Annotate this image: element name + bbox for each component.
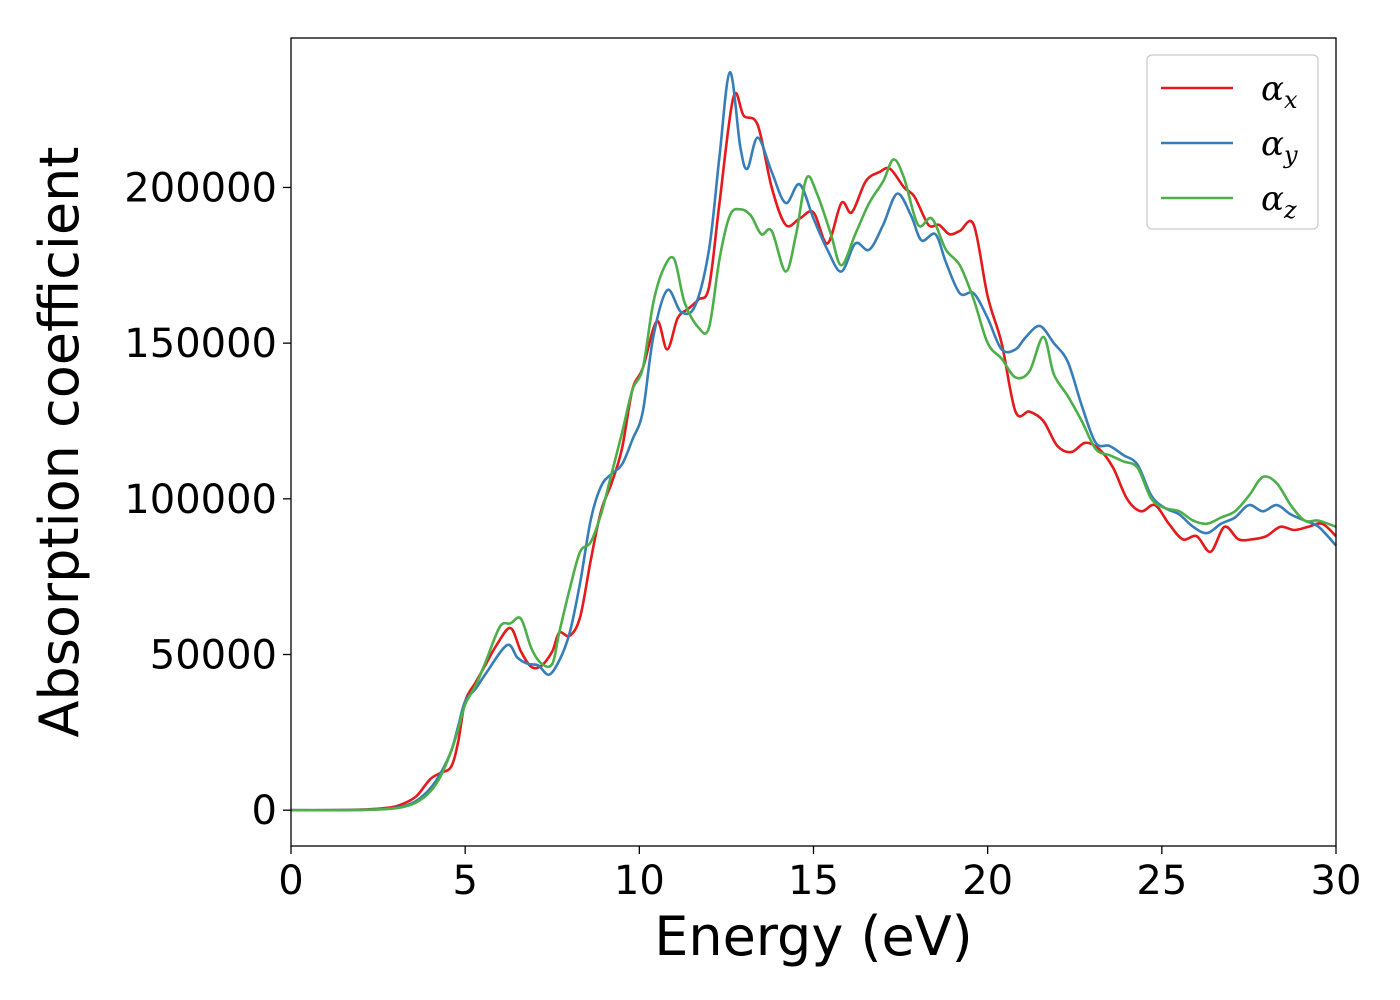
y-tick-label: 200000	[124, 165, 277, 211]
x-tick-label: 5	[452, 858, 477, 904]
x-tick-label: 20	[962, 858, 1013, 904]
y-tick-label: 0	[252, 788, 277, 834]
series-line-alpha-y	[291, 70, 1337, 812]
x-tick-label: 30	[1311, 858, 1362, 904]
y-tick-label: 150000	[124, 321, 277, 367]
x-tick-label: 15	[788, 858, 839, 904]
legend-label-alpha-y: αy	[1261, 124, 1298, 169]
legend-label-alpha-x: αx	[1261, 69, 1298, 114]
series-line-alpha-z	[291, 158, 1337, 812]
series-layer	[290, 70, 1337, 812]
y-tick-label: 50000	[150, 633, 277, 679]
y-axis-label: Absorption coefficient	[28, 147, 91, 738]
x-axis-label: Energy (eV)	[654, 905, 973, 968]
y-axis: 0 50000 100000 150000 200000	[124, 165, 291, 834]
y-tick-label: 100000	[124, 477, 277, 523]
x-tick-label: 0	[278, 858, 303, 904]
x-axis: 0 5 10 15 20 25 30	[278, 846, 1361, 904]
x-tick-label: 10	[614, 858, 665, 904]
x-tick-label: 25	[1136, 858, 1187, 904]
